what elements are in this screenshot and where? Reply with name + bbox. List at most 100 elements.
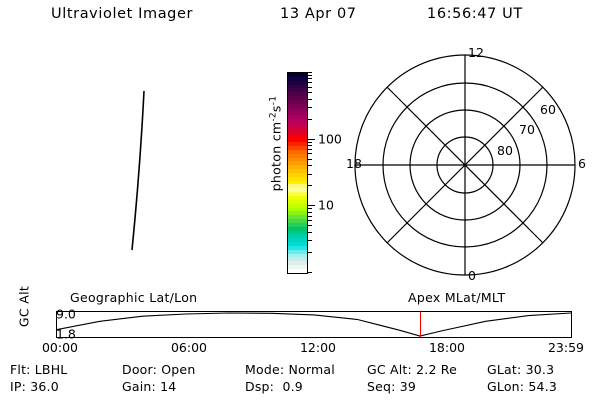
status-glon-value: 54.3 xyxy=(528,379,558,394)
header: Ultraviolet Imager 13 Apr 07 16:56:47 UT xyxy=(0,6,600,28)
mlt-label-0: 0 xyxy=(468,268,476,283)
status-mode: Mode: Normal xyxy=(245,362,335,377)
colorbar-segment xyxy=(288,184,307,189)
status-seq-value: 39 xyxy=(399,379,417,394)
colorbar-tick-minor xyxy=(307,118,312,120)
colorbar-segment xyxy=(288,153,307,158)
status-dsp-label: Dsp: xyxy=(245,379,275,394)
status-ip-value: 36.0 xyxy=(30,379,59,394)
colorbar-segment xyxy=(288,269,307,273)
colorbar-tick-minor xyxy=(307,225,312,227)
colorbar-segment xyxy=(288,257,307,262)
colorbar-segment xyxy=(288,165,307,170)
polar-mlt-dial: 12 6 0 18 60 70 80 xyxy=(345,40,595,290)
colorbar-tick-minor xyxy=(307,211,312,213)
status-door: Door: Open xyxy=(122,362,195,377)
colorbar-segment xyxy=(288,107,307,112)
colorbar-segment xyxy=(288,180,307,185)
status-gcalt-value: 2.2 Re xyxy=(416,362,457,377)
status-flt-label: Flt: xyxy=(10,362,31,377)
colorbar-tick-minor xyxy=(307,215,312,217)
polar-dial-canvas xyxy=(354,54,576,276)
colorbar-segment xyxy=(288,126,307,131)
colorbar-segment xyxy=(288,96,307,100)
altitude-curve-canvas xyxy=(57,312,571,337)
status-dsp: Dsp: 0.9 xyxy=(245,379,303,394)
colorbar-tick-minor xyxy=(307,148,312,150)
strip-xtick-2359: 23:59 xyxy=(547,340,585,355)
colorbar-tick-label: 10 xyxy=(318,197,334,213)
colorbar-segment xyxy=(288,192,307,196)
colorbar-segment xyxy=(288,230,307,235)
status-row-2: IP: 36.0 Gain: 14 Dsp: 0.9 Seq: 39 GLon:… xyxy=(0,379,600,396)
colorbar-segment xyxy=(288,73,307,77)
status-footer: Flt: LBHL Door: Open Mode: Normal GC Alt… xyxy=(0,362,600,400)
colorbar-tick-minor xyxy=(307,173,312,175)
intensity-colorbar: photon cm-2s-1 100 10 xyxy=(255,60,345,285)
altitude-curve xyxy=(57,312,571,337)
colorbar-tick-minor xyxy=(307,272,312,273)
colorbar-segment xyxy=(288,196,307,200)
instrument-title: Ultraviolet Imager xyxy=(51,6,194,22)
colorbar-tick-minor xyxy=(307,145,312,147)
colorbar-segment xyxy=(288,142,307,147)
status-ip: IP: 36.0 xyxy=(10,379,59,394)
colorbar-segment xyxy=(288,245,307,250)
status-gain: Gain: 14 xyxy=(122,379,176,394)
colorbar-segment xyxy=(288,111,307,116)
colorbar-tick-minor xyxy=(307,141,312,143)
mlt-axis-diagonal-b xyxy=(386,86,544,244)
uv-image-canvas xyxy=(131,90,145,251)
colorbar-segment xyxy=(288,176,307,181)
colorbar-segment xyxy=(288,169,307,173)
colorbar-tick-minor xyxy=(307,165,312,167)
status-ip-label: IP: xyxy=(10,379,27,394)
colorbar-segment xyxy=(288,222,307,227)
strip-plot-box xyxy=(56,311,572,338)
colorbar-segment xyxy=(288,226,307,231)
strip-caption-apex: Apex MLat/MLT xyxy=(408,290,506,305)
colorbar-gradient xyxy=(287,72,308,274)
current-time-marker xyxy=(419,312,421,337)
status-glon-label: GLon: xyxy=(487,379,525,394)
colorbar-tick-minor xyxy=(307,185,312,187)
colorbar-segment xyxy=(288,249,307,254)
colorbar-axis-label: photon cm-2s-1 xyxy=(268,95,284,192)
colorbar-segment xyxy=(288,122,307,127)
status-mode-label: Mode: xyxy=(245,362,285,377)
colorbar-segment xyxy=(288,211,307,216)
colorbar-segment xyxy=(288,130,307,135)
colorbar-segment xyxy=(288,172,307,177)
colorbar-tick-minor xyxy=(307,231,312,233)
colorbar-segment xyxy=(288,146,307,150)
gc-altitude-strip: GC Alt Geographic Lat/Lon Apex MLat/MLT … xyxy=(0,286,600,355)
colorbar-tick-label: 100 xyxy=(318,131,342,147)
strip-xtick-1800: 18:00 xyxy=(428,340,466,355)
status-door-label: Door: xyxy=(122,362,158,377)
colorbar-tick-minor xyxy=(307,208,312,210)
colorbar-segment xyxy=(288,103,307,108)
colorbar-tick-minor xyxy=(307,106,312,108)
colorbar-tick-minor xyxy=(307,72,312,73)
strip-xtick-1200: 12:00 xyxy=(299,340,337,355)
observation-time: 16:56:47 UT xyxy=(427,6,523,22)
terminator-arc xyxy=(131,90,145,251)
colorbar-tick-minor xyxy=(307,82,312,84)
status-seq: Seq: 39 xyxy=(367,379,416,394)
colorbar-segment xyxy=(288,138,307,143)
colorbar-segment xyxy=(288,215,307,220)
colorbar-tick-minor xyxy=(307,240,312,242)
colorbar-tick-minor xyxy=(307,158,312,160)
colorbar-segment xyxy=(288,149,307,154)
mlt-label-12: 12 xyxy=(468,45,484,60)
colorbar-segment xyxy=(288,157,307,162)
status-door-value: Open xyxy=(161,362,196,377)
colorbar-tick-minor xyxy=(307,78,312,80)
status-dsp-value: 0.9 xyxy=(282,379,303,394)
status-flt-value: LBHL xyxy=(34,362,68,377)
colorbar-tick-major xyxy=(307,138,315,140)
colorbar-segment xyxy=(288,207,307,212)
colorbar-segment xyxy=(288,99,307,104)
status-gcalt-label: GC Alt: xyxy=(367,362,412,377)
